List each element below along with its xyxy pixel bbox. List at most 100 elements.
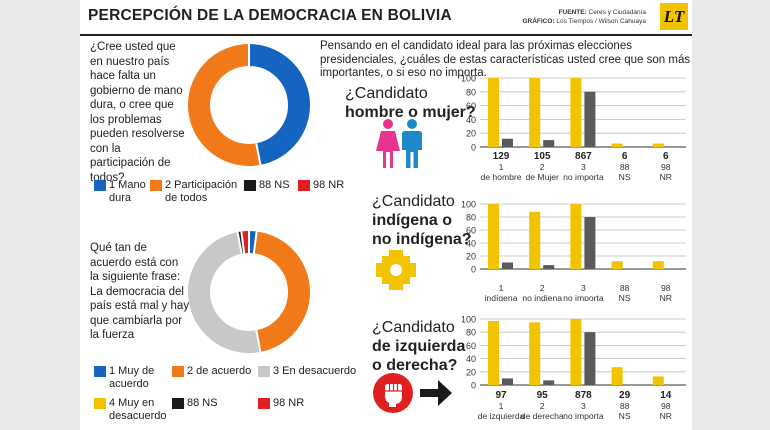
graphic-label: GRÁFICO: [522,18,555,25]
bar [502,138,513,147]
y-tick-label: 80 [466,328,476,338]
legend-label: 2 Participación de todos [165,179,238,204]
value-label: 6 [622,151,628,162]
value-label: 867 [575,151,592,162]
legend-swatch [172,398,184,409]
bar [543,140,555,147]
category-label: NR [660,172,672,182]
male-female-icon [376,119,422,168]
y-tick-label: 80 [466,213,476,223]
donut1-question: ¿Cree usted que en nuestro país hace fal… [90,41,185,184]
donut-separator [236,231,243,254]
category-label: de derecha [521,411,564,421]
y-tick-label: 60 [466,226,476,236]
legend-item: 1 Muy de acuerdo [94,365,164,391]
legend-label: 98 NR [273,397,305,409]
donut-separator [252,231,258,254]
value-label: 97 [495,390,507,401]
donut-slice [188,44,261,166]
category-label: no importa [563,172,604,182]
value-label: 29 [619,390,631,401]
donut-separator [240,231,246,254]
category-label: 1 [499,401,504,411]
legend-swatch [258,398,270,409]
legend-label: 88 NS [187,397,218,409]
q1-heading: ¿Candidato hombre o mujer? [345,84,476,122]
category-label: 88 [620,162,630,172]
legend-label: 2 de acuerdo [187,365,252,377]
category-label: 98 [661,401,671,411]
q3-heading: ¿Candidato de izquierda o derecha? [372,318,465,375]
bar [652,261,664,269]
source-label: FUENTE: [558,9,587,16]
bar [488,320,499,385]
legend-swatch [150,180,162,191]
donut-separator [255,143,262,166]
q2-pre: ¿Candidato [372,193,455,210]
legend-swatch [244,180,256,191]
donut2-question: Qué tan de acuerdo está con la siguiente… [90,242,190,341]
q3-pre: ¿Candidato [372,319,455,336]
donut2-chart [188,231,310,353]
y-tick-label: 60 [466,101,476,111]
category-label: NR [660,411,672,421]
bar [652,376,664,385]
bar [543,265,555,269]
y-tick-label: 80 [466,87,476,97]
value-label: 105 [534,151,551,162]
source-value: Ceres y Ciudadanía [588,9,646,16]
category-label: 98 [661,162,671,172]
y-tick-label: 20 [466,129,476,139]
bar [502,378,513,385]
category-label: no importa [563,411,604,421]
q2-bold2: no indígena? [372,231,472,248]
legend-label: 1 Mano dura [109,179,146,204]
legend-swatch [94,366,106,377]
category-label: de izquierda [478,411,525,421]
category-label: indígena [485,293,518,301]
header: PERCEPCIÓN DE LA DEMOCRACIA EN BOLIVIA F… [80,0,692,36]
value-label: 878 [575,390,592,401]
legend-label: 1 Muy de acuerdo [109,365,155,390]
category-label: 1 [499,162,504,172]
bar [488,204,499,269]
donut-slice [253,231,310,352]
bar [570,204,582,269]
y-tick-label: 40 [466,115,476,125]
y-tick-label: 40 [466,239,476,249]
fist-arrow-icon [373,373,452,413]
y-tick-label: 40 [466,354,476,364]
legend-label: 98 NR [313,179,345,191]
legend-label: 88 NS [259,179,290,191]
legend-item: 88 NS [172,397,232,410]
y-tick-label: 20 [466,367,476,377]
value-label: 6 [663,151,669,162]
legend-label: 3 En desacuerdo [273,365,357,377]
graphic-value: Los Tiempos / Wilson Cahuaya [556,18,646,25]
y-tick-label: 100 [461,200,476,210]
q1-bold: hombre o mujer? [345,104,476,121]
bar [502,262,513,269]
bar [570,78,582,147]
legend-item: 2 Participación de todos [150,179,250,205]
y-tick-label: 60 [466,341,476,351]
y-tick-label: 100 [461,315,476,325]
category-label: 2 [540,162,545,172]
bar [652,143,664,147]
donut-slice [248,44,310,165]
q2-heading: ¿Candidato indígena o no indígena? [372,192,472,249]
bar [584,217,596,269]
category-label: NS [619,293,631,301]
y-tick-label: 0 [471,265,476,275]
intro-text: Pensando en el candidato ideal para las … [320,40,691,79]
legend-label: 4 Muy en desacuerdo [109,397,167,422]
category-label: 3 [581,401,586,411]
y-tick-label: 0 [471,381,476,391]
bar [570,319,582,385]
donut-slice [188,232,261,353]
category-label: 1 [499,283,504,293]
y-tick-label: 20 [466,252,476,262]
